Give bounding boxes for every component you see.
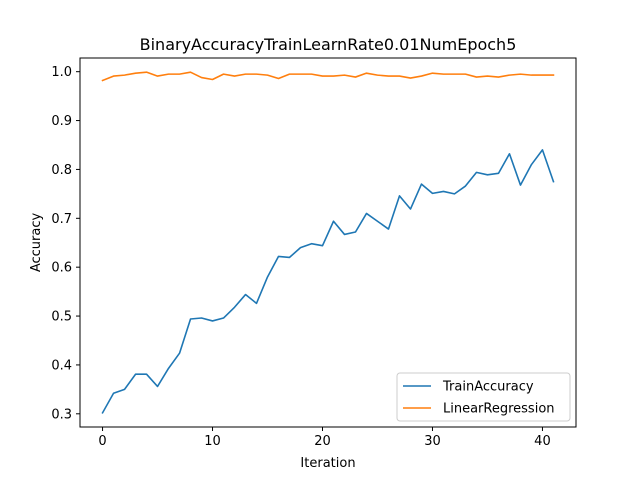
- x-axis-label: Iteration: [300, 456, 355, 471]
- series-line-linearregression: [101, 71, 555, 82]
- axes-frame: [79, 57, 577, 428]
- series-line-trainaccuracy: [101, 149, 555, 414]
- legend-entry: TrainAccuracy: [442, 380, 534, 395]
- x-tick-label: 30: [424, 434, 441, 449]
- y-axis-ticks: 0.3 0.4 0.5 0.6 0.7 0.8 0.9 1.0: [51, 65, 80, 422]
- legend: TrainAccuracy LinearRegression: [396, 372, 571, 422]
- y-tick-label: 0.9: [51, 114, 72, 129]
- y-tick-label: 0.4: [51, 358, 72, 373]
- x-tick-label: 0: [98, 434, 106, 449]
- x-tick-label: 40: [534, 434, 551, 449]
- y-tick-label: 0.5: [51, 310, 72, 325]
- x-axis-ticks: 0 10 20 30 40: [98, 427, 551, 449]
- y-axis-label: Accuracy: [29, 213, 44, 273]
- series-layer: [101, 71, 555, 414]
- legend-entry: LinearRegression: [443, 402, 555, 417]
- y-tick-label: 0.3: [51, 407, 72, 422]
- y-tick-label: 0.6: [51, 261, 72, 276]
- x-tick-label: 20: [314, 434, 331, 449]
- y-tick-label: 0.7: [51, 212, 72, 227]
- chart-title: BinaryAccuracyTrainLearnRate0.01NumEpoch…: [140, 35, 517, 54]
- y-tick-label: 0.8: [51, 163, 72, 178]
- legend-box: [396, 372, 571, 422]
- x-tick-label: 10: [204, 434, 221, 449]
- y-tick-label: 1.0: [51, 65, 72, 80]
